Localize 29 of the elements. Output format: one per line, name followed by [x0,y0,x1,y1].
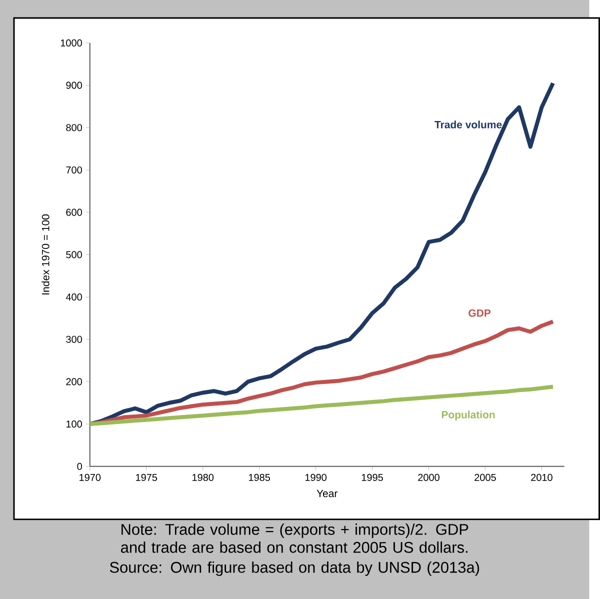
series-label: Population [442,410,495,420]
text: Note: Trade volume = (exports + imports)/2. GDP and trade are based on constant 2005 US dollars. [121,523,468,553]
y-tick-label: 900 [66,82,82,89]
y-tick-label: 200 [66,378,82,386]
y-tick-label: 800 [66,124,82,132]
x-tick-label: 1985 [248,474,270,481]
line-series [88,319,555,426]
source-note: Source: Own figure based on data by UNSD (2013a) [110,561,480,576]
x-tick-label: 2010 [531,474,552,481]
y-tick-label: 1000 [60,39,82,46]
x-tick-label: 1975 [136,474,158,481]
x-tick-label: 1990 [305,474,327,481]
y-tick-label: 400 [66,293,82,300]
x-tick-label: 1995 [362,474,383,481]
x-tick-label: 2005 [474,474,496,481]
x-tick-label: 1980 [192,474,214,481]
y-tick-label: 600 [66,208,82,216]
line-series [88,81,555,426]
x-tick-label: 1970 [80,474,101,481]
x-tick-label: 2000 [418,474,440,481]
y-tick-label: 100 [66,420,82,428]
y-tick-label: 500 [66,251,82,258]
series-label: GDP [468,309,491,317]
y-tick-label: 700 [66,166,82,174]
y-tick-label: 0 [77,462,82,470]
y-axis-title: Index 1970 = 100 [42,214,50,294]
y-tick-label: 300 [66,336,82,343]
x-axis-title: Year [316,490,338,498]
series-label: Trade volume [434,120,502,128]
